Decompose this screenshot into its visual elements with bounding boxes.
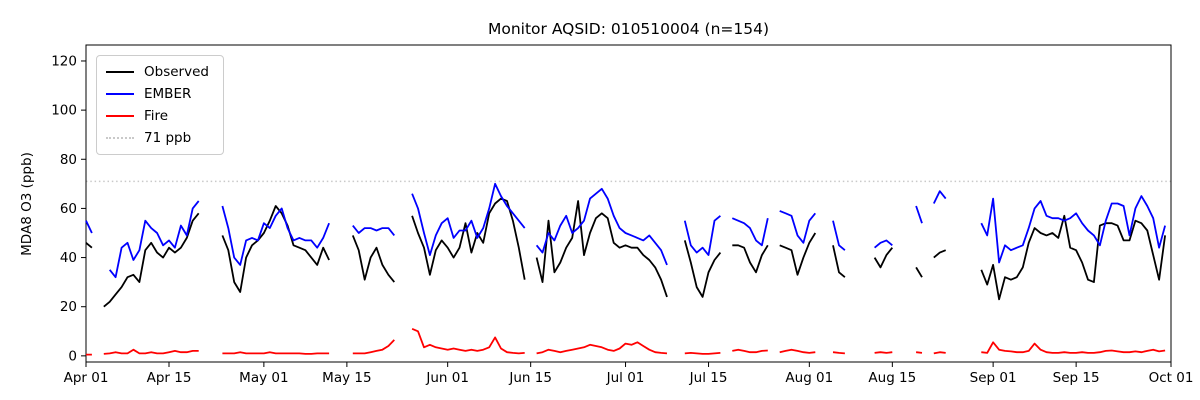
y-tick-label: 100: [51, 103, 77, 119]
legend-swatch-71-ppb: [106, 137, 134, 139]
series-line-ember: [85, 182, 1166, 279]
x-tick-label: Aug 15: [868, 370, 916, 386]
legend-label: EMBER: [144, 86, 192, 102]
x-tick-label: Jul 01: [606, 370, 645, 386]
x-tick-label: Jun 01: [425, 370, 469, 386]
x-tick-label: Sep 01: [970, 370, 1017, 386]
axes-border: [85, 44, 1172, 363]
y-tick-label: 0: [68, 348, 77, 364]
x-tick-label: Oct 01: [1149, 370, 1194, 386]
x-tick-label: May 15: [322, 370, 371, 386]
series-line-fire: [86, 327, 1166, 356]
y-tick-label: 120: [51, 53, 77, 69]
legend-item-71-ppb: 71 ppb: [106, 130, 209, 146]
y-tick-label: 20: [60, 299, 77, 315]
legend-swatch-fire: [106, 115, 134, 117]
series-line-observed: [85, 197, 1166, 308]
y-tick-label: 80: [60, 152, 77, 168]
legend-swatch-ember: [106, 93, 134, 95]
x-tick-label: Sep 15: [1053, 370, 1100, 386]
legend-swatch-observed: [106, 71, 134, 73]
x-tick-label: Apr 15: [147, 370, 192, 386]
x-tick-label: Aug 01: [785, 370, 833, 386]
legend: Observed EMBER Fire 71 ppb: [96, 55, 224, 155]
legend-item-fire: Fire: [106, 108, 209, 124]
x-tick-label: Apr 01: [64, 370, 109, 386]
legend-label: 71 ppb: [144, 130, 192, 146]
legend-label: Fire: [144, 108, 169, 124]
y-tick-label: 60: [60, 201, 77, 217]
legend-label: Observed: [144, 64, 209, 80]
legend-item-ember: EMBER: [106, 86, 209, 102]
x-tick-label: Jun 15: [508, 370, 552, 386]
x-tick-label: Jul 15: [689, 370, 728, 386]
chart-title: Monitor AQSID: 010510004 (n=154): [487, 20, 770, 38]
y-tick-label: 40: [60, 250, 77, 266]
x-tick-label: May 01: [239, 370, 288, 386]
legend-item-observed: Observed: [106, 64, 209, 80]
